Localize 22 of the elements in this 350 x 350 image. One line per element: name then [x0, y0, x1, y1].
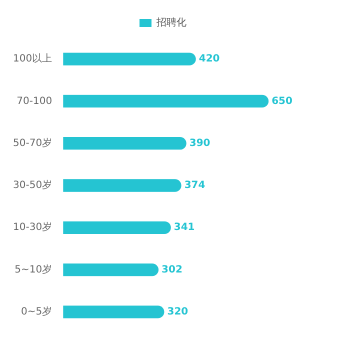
- data-label: 650: [272, 96, 292, 107]
- bar: [63, 137, 186, 150]
- bar: [63, 221, 171, 234]
- bar: [63, 179, 182, 192]
- legend-label: 招聘化: [156, 16, 186, 29]
- y-tick-label: 5~10岁: [14, 263, 52, 276]
- data-label: 374: [184, 180, 206, 192]
- y-tick-label: 100以上: [12, 52, 52, 65]
- y-tick-label: 50-70岁: [13, 136, 52, 149]
- y-tick-label: 70-100: [16, 96, 52, 107]
- bar: [63, 263, 159, 276]
- y-tick-label: 10-30岁: [13, 221, 52, 234]
- bar: [63, 306, 164, 318]
- bar: [63, 94, 269, 108]
- data-label: 302: [162, 264, 182, 276]
- data-label: 341: [174, 222, 195, 234]
- y-tick-label: 0~5岁: [20, 306, 52, 318]
- data-label: 320: [167, 306, 188, 318]
- data-label: 390: [189, 138, 210, 149]
- data-label: 420: [198, 54, 220, 65]
- bar: [63, 52, 196, 66]
- y-tick-label: 30-50岁: [13, 179, 52, 192]
